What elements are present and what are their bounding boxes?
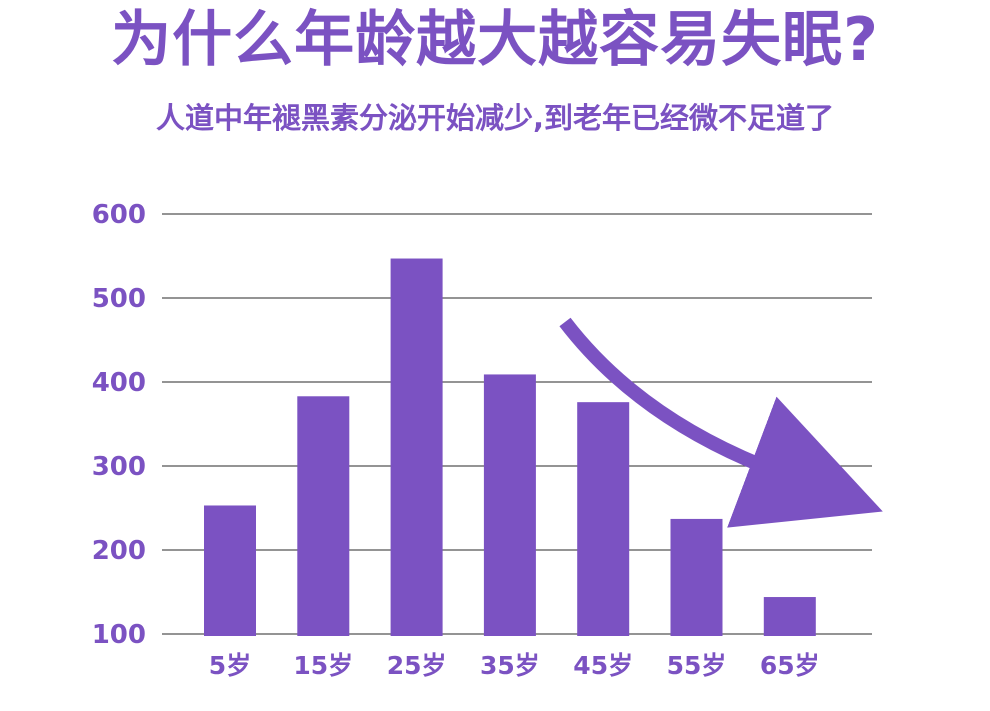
bar [763,597,816,636]
x-tick-label: 55岁 [667,651,727,680]
y-tick-label: 300 [92,452,146,482]
x-tick-label: 65岁 [760,651,820,680]
x-tick-label: 35岁 [480,651,540,680]
bars [204,258,816,636]
trend-arrow-icon [559,317,883,528]
chart-subtitle: 人道中年褪黑素分泌开始减少,到老年已经微不足道了 [155,101,835,135]
x-tick-label: 15岁 [293,651,353,680]
bar [670,518,723,636]
bar [390,258,443,636]
bar [483,374,536,636]
y-axis-ticks: 100 200 300 400 500 600 [92,200,146,650]
y-tick-label: 400 [92,368,146,398]
x-tick-label: 25岁 [387,651,447,680]
y-tick-label: 200 [92,536,146,566]
bar [577,402,630,636]
y-tick-label: 600 [92,200,146,230]
bar [297,396,350,636]
x-tick-label: 45岁 [573,651,633,680]
x-axis-ticks: 5岁 15岁 25岁 35岁 45岁 55岁 65岁 [209,651,820,680]
x-tick-label: 5岁 [209,651,251,680]
bar [204,505,256,636]
chart-title: 为什么年龄越大越容易失眠? [111,5,879,75]
y-tick-label: 100 [92,620,146,650]
y-tick-label: 500 [92,284,146,314]
